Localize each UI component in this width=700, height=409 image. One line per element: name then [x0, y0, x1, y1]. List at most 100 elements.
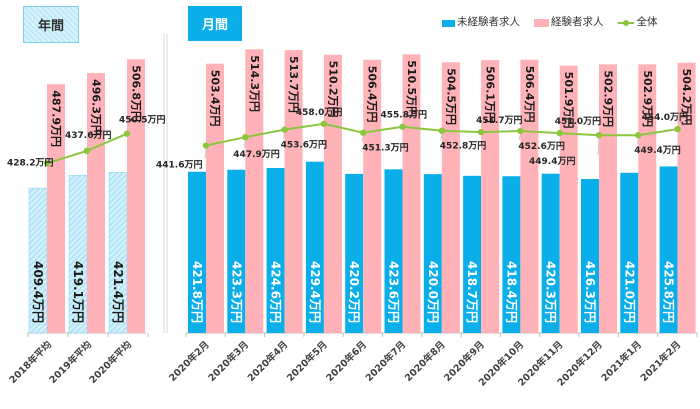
leader-line: [204, 148, 207, 159]
bar-experienced: [245, 49, 264, 334]
bar-inexperienced: [659, 166, 678, 333]
x-tick-label: 2020年6月: [324, 339, 369, 384]
leader-line: [597, 138, 600, 156]
legend-swatch-experienced: [534, 19, 549, 27]
bar-experienced: [638, 64, 657, 333]
point-overall: [202, 142, 210, 149]
leader-line: [361, 135, 364, 142]
bar-experienced: [47, 84, 65, 333]
x-tick-label: 2020年3月: [206, 339, 251, 384]
point-overall: [517, 127, 524, 135]
bar-layer: [28, 49, 696, 334]
data-label-inexperienced: 420.3万円: [544, 261, 558, 323]
bar-experienced: [520, 59, 539, 333]
point-overall: [556, 129, 563, 137]
bar-inexperienced: [423, 174, 442, 333]
data-label-experienced: 513.7万円: [287, 56, 300, 113]
leader-line: [519, 133, 521, 141]
data-label-overall: 454.0万円: [642, 112, 688, 123]
bar-inexperienced: [227, 169, 246, 333]
legend-item-overall: 全体: [617, 14, 658, 29]
data-label-overall: 452.8万円: [440, 141, 486, 152]
data-label-overall: 451.3万円: [362, 143, 408, 154]
data-label-overall: 455.8万円: [381, 110, 427, 121]
data-label-overall: 437.6万円: [65, 130, 111, 141]
bar-inexperienced: [345, 173, 364, 333]
annual-section-tag: 年間: [23, 6, 79, 43]
data-label-experienced: 506.1万円: [484, 66, 497, 123]
point-overall: [281, 126, 288, 133]
point-overall: [477, 128, 485, 136]
data-label-inexperienced: 423.3万円: [229, 261, 243, 323]
legend-item-experienced: 経験者求人: [534, 14, 604, 29]
point-overall: [674, 125, 681, 133]
legend-swatch-inexperienced: [442, 19, 455, 27]
data-label-overall: 449.4万円: [634, 145, 680, 156]
bar-experienced: [677, 62, 696, 334]
data-label-inexperienced: 416.3万円: [583, 261, 597, 323]
data-label-inexperienced: 421.8万円: [190, 261, 204, 323]
data-label-experienced: 506.4万円: [366, 66, 379, 123]
data-label-experienced: 503.4万円: [209, 70, 222, 127]
data-label-inexperienced: 420.2万円: [347, 261, 361, 323]
bar-experienced: [284, 50, 303, 334]
bar-inexperienced: [581, 179, 599, 333]
annual-section-label: 年間: [37, 19, 64, 34]
bar-inexperienced: [541, 173, 560, 333]
data-label-experienced: 506.4万円: [523, 66, 536, 123]
data-label-experienced: 502.9万円: [641, 70, 654, 127]
data-label-experienced: 504.2万円: [680, 69, 693, 126]
bar-experienced: [363, 59, 382, 333]
data-label-inexperienced: 420.0万円: [426, 261, 440, 323]
point-overall: [399, 123, 406, 130]
leader-line: [283, 132, 285, 139]
point-overall: [595, 131, 603, 139]
data-label-overall: 450.5万円: [119, 115, 165, 126]
data-label-inexperienced: 418.4万円: [504, 261, 518, 323]
bar-experienced: [402, 54, 421, 333]
data-label-inexperienced: 419.1万円: [71, 261, 85, 323]
data-label-experienced: 504.5万円: [444, 68, 457, 125]
leader-line: [440, 133, 443, 140]
point-overall: [83, 147, 91, 155]
data-label-inexperienced: 424.6万円: [269, 261, 283, 323]
data-label-inexperienced: 409.4万円: [31, 261, 45, 323]
data-label-experienced: 487.9万円: [50, 90, 63, 147]
x-tick-label: 2020年2月: [166, 339, 211, 384]
chart-legend: 未経験者求人 経験者求人 全体: [442, 14, 672, 29]
line-layer: [43, 120, 681, 167]
x-tick-label: 2020年7月: [363, 339, 408, 384]
data-label-overall: 447.9万円: [233, 149, 279, 160]
bar-inexperienced: [188, 171, 206, 333]
data-label-overall: 441.6万円: [156, 160, 202, 171]
data-label-overall: 458.0万円: [296, 107, 342, 118]
data-label-overall: 451.0万円: [555, 116, 601, 127]
monthly-section-label: 月間: [201, 18, 228, 33]
x-tick-label: 2020年4月: [245, 339, 290, 384]
bar-experienced: [206, 63, 224, 334]
point-overall: [360, 129, 367, 136]
point-overall: [123, 130, 131, 137]
legend-label-overall: 全体: [636, 16, 658, 28]
data-label-overall: 452.6万円: [518, 141, 564, 152]
data-label-overall: 428.2万円: [7, 157, 53, 168]
data-label-experienced: 510.2万円: [326, 61, 339, 118]
bar-inexperienced: [266, 168, 285, 333]
data-label-overall: 451.7万円: [476, 115, 522, 126]
x-tick-label: 2021年2月: [638, 339, 683, 384]
legend-label-experienced: 経験者求人: [551, 16, 604, 28]
point-overall: [635, 131, 642, 139]
point-overall: [438, 127, 445, 134]
data-label-inexperienced: 423.6万円: [387, 261, 401, 323]
point-overall: [242, 133, 249, 141]
bar-inexperienced: [384, 169, 403, 333]
point-overall: [320, 120, 328, 128]
data-label-overall: 449.4万円: [529, 156, 575, 167]
data-label-experienced: 514.3万円: [248, 55, 261, 112]
bar-inexperienced: [305, 161, 324, 333]
bar-experienced: [87, 73, 105, 333]
bar-inexperienced: [502, 176, 521, 333]
x-tick-label: 2020年平均: [87, 338, 135, 386]
data-label-inexperienced: 429.4万円: [308, 261, 322, 323]
